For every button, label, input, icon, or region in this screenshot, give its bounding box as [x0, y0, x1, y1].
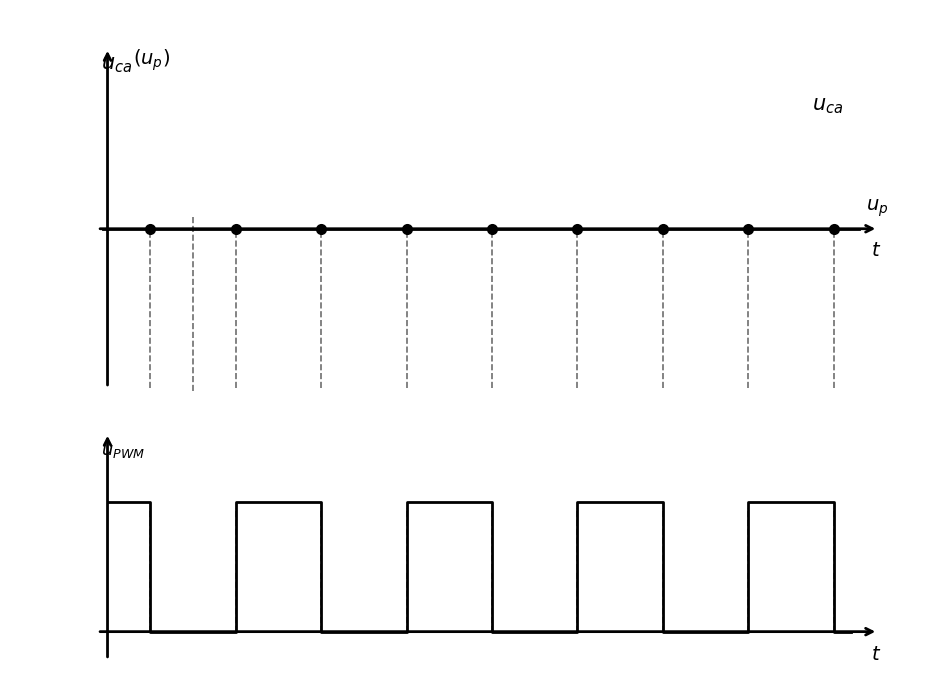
- Text: $(u_p)$: $(u_p)$: [134, 48, 170, 73]
- Text: $t$: $t$: [871, 240, 882, 260]
- Text: $u_{PWM}$: $u_{PWM}$: [100, 442, 145, 459]
- Text: $t$: $t$: [871, 644, 882, 663]
- Text: $u_{ca}$: $u_{ca}$: [100, 55, 132, 75]
- Text: $u_{ca}$: $u_{ca}$: [813, 96, 844, 116]
- Text: $u_p$: $u_p$: [867, 198, 888, 219]
